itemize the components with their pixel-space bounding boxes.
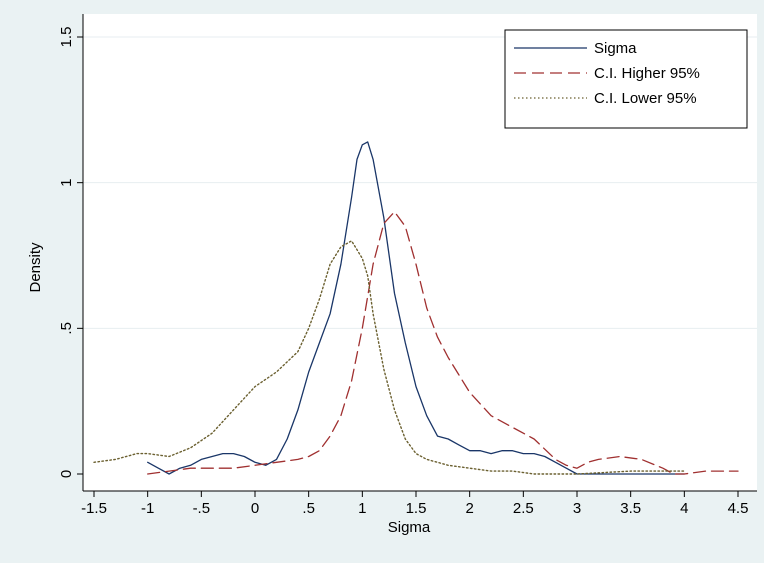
- legend: Sigma C.I. Higher 95% C.I. Lower 95%: [504, 29, 748, 129]
- series-line-1: [147, 141, 685, 475]
- x-tick-label: 0: [251, 500, 259, 517]
- y-tick-label: 1.5: [58, 27, 75, 48]
- y-axis-title: Density: [27, 242, 44, 293]
- y-tick-label: 1: [58, 178, 75, 186]
- y-tick-label: .5: [58, 322, 75, 335]
- x-tick-label: -1.5: [81, 500, 107, 517]
- x-tick-label: 2.5: [513, 500, 534, 517]
- x-tick-label: 4: [680, 500, 688, 517]
- series-line-2: [147, 211, 739, 475]
- x-tick-label: .5: [302, 500, 315, 517]
- x-tick-label: -1: [141, 500, 154, 517]
- x-tick-label: 3: [573, 500, 581, 517]
- series-line-3: [93, 240, 685, 475]
- axes: -1.5 -1 -.5 0 .5 1 1.5 2 2.5 3 3.5 4 4.5 0 .5 1 1.5: [58, 14, 757, 517]
- x-tick-label: 1.5: [406, 500, 427, 517]
- x-axis-title: Sigma: [388, 519, 431, 536]
- legend-label-1: Sigma: [594, 40, 637, 57]
- y-tick-label: 0: [58, 470, 75, 478]
- x-tick-label: 4.5: [728, 500, 749, 517]
- legend-label-3: C.I. Lower 95%: [594, 90, 697, 107]
- x-tick-label: 3.5: [620, 500, 641, 517]
- legend-box: [504, 29, 748, 129]
- x-tick-label: -.5: [193, 500, 211, 517]
- legend-label-2: C.I. Higher 95%: [594, 65, 700, 82]
- series-lines: [93, 141, 739, 475]
- x-tick-label: 2: [465, 500, 473, 517]
- x-tick-label: 1: [358, 500, 366, 517]
